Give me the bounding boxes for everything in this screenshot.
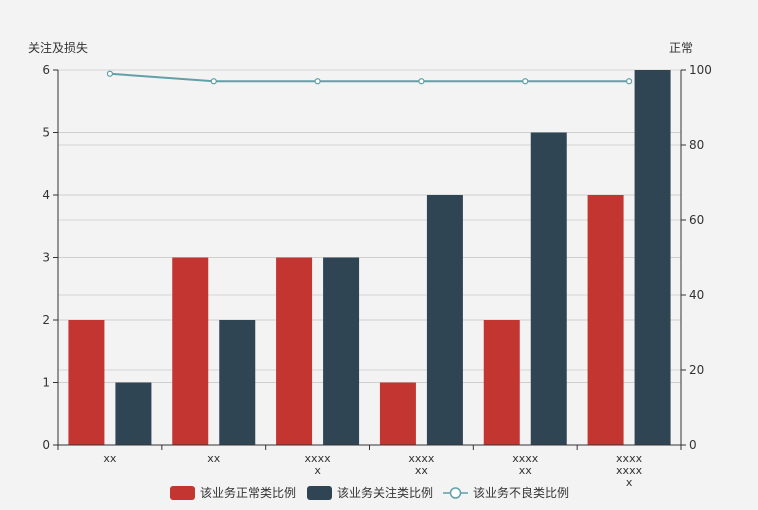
legend-label: 该业务关注类比例 xyxy=(337,485,433,500)
line-point[interactable] xyxy=(106,70,114,77)
line-point[interactable] xyxy=(210,78,217,85)
legend-swatch xyxy=(307,486,332,500)
y-right-tick-label: 100 xyxy=(689,63,712,77)
line-point[interactable] xyxy=(625,78,633,85)
legend-swatch xyxy=(170,486,195,500)
bar[interactable] xyxy=(587,195,624,445)
y-right-tick-label: 20 xyxy=(689,363,704,377)
bar[interactable] xyxy=(115,382,152,446)
bar[interactable] xyxy=(323,257,360,446)
x-tick-label: xxxx xyxy=(616,464,643,477)
y-left-tick-label: 1 xyxy=(42,376,50,390)
bar[interactable] xyxy=(634,70,671,445)
y-right-tick-label: 0 xyxy=(689,438,697,452)
x-tick-label: x xyxy=(626,476,633,489)
bar[interactable] xyxy=(276,257,313,446)
grid-lines xyxy=(58,69,681,446)
y-left-tick-label: 6 xyxy=(42,63,50,77)
legend-item[interactable]: 该业务关注类比例 xyxy=(307,485,433,500)
legend[interactable]: 该业务正常类比例 该业务关注类比例 该业务不良类比例 xyxy=(170,485,569,500)
y-left-tick-label: 2 xyxy=(42,313,50,327)
line-series xyxy=(106,70,633,85)
x-tick-label: xx xyxy=(519,464,533,477)
line-path xyxy=(109,72,630,83)
bar[interactable] xyxy=(172,257,209,446)
bar[interactable] xyxy=(530,132,567,446)
bar[interactable] xyxy=(426,195,463,445)
y-left-tick-label: 5 xyxy=(42,126,50,140)
bars xyxy=(68,70,671,446)
legend-label: 该业务正常类比例 xyxy=(200,485,296,500)
x-tick-label: xx xyxy=(103,452,117,465)
legend-item[interactable]: 该业务不良类比例 xyxy=(443,485,569,500)
line-point[interactable] xyxy=(418,78,425,85)
y-left-tick-label: 3 xyxy=(42,251,50,265)
legend-label: 该业务不良类比例 xyxy=(473,485,569,500)
legend-marker xyxy=(449,487,462,499)
bar[interactable] xyxy=(219,320,256,445)
bar[interactable] xyxy=(483,320,520,445)
x-tick-label: x xyxy=(314,464,321,477)
y-axis-left-label: 关注及损失 xyxy=(28,40,88,55)
x-tick-label: xxxx xyxy=(408,452,435,465)
y-right-tick-label: 40 xyxy=(689,288,704,302)
line-point[interactable] xyxy=(314,78,321,85)
x-tick-label: xxxx xyxy=(616,452,643,465)
y-left-tick-label: 0 xyxy=(42,438,50,452)
y-right-tick-label: 60 xyxy=(689,213,704,227)
y-right-tick-label: 80 xyxy=(689,138,704,152)
x-tick-label: xx xyxy=(415,464,429,477)
x-tick-label: xx xyxy=(207,452,221,465)
legend-item[interactable]: 该业务正常类比例 xyxy=(170,485,296,500)
y-left-tick-label: 4 xyxy=(42,188,50,202)
x-tick-label: xxxx xyxy=(305,452,332,465)
y-axis-right-label: 正常 xyxy=(669,41,693,55)
bar[interactable] xyxy=(68,320,105,445)
line-point[interactable] xyxy=(522,78,529,85)
x-tick-label: xxxx xyxy=(512,452,539,465)
bar[interactable] xyxy=(379,382,416,446)
